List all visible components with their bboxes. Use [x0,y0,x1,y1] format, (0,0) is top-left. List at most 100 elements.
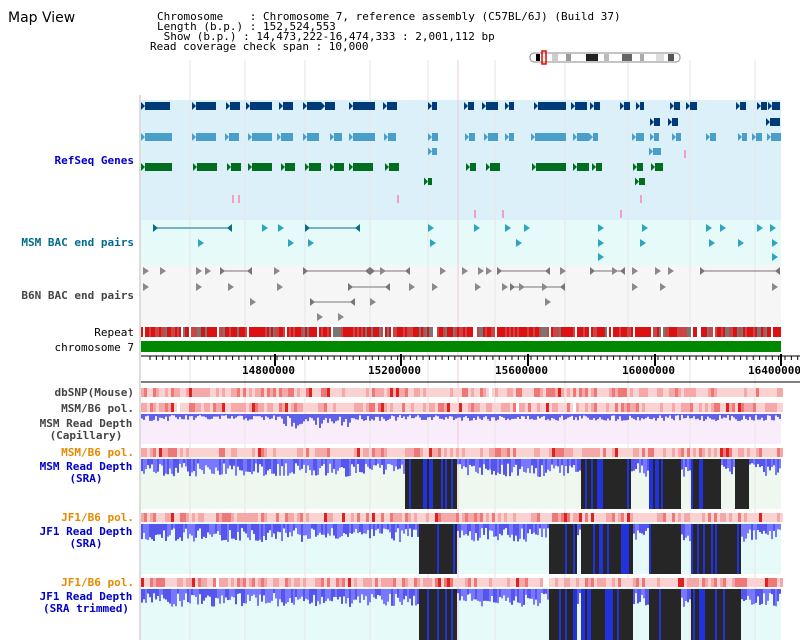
track-label-refseq[interactable]: RefSeq Genes [54,154,134,167]
refseq-gene-row1-arrow [482,102,486,110]
b6n-bac-end [432,283,438,291]
refseq-gene-row5 [252,163,272,171]
b6n-bac-end [560,267,566,275]
refseq-gene-row1 [575,102,587,110]
refseq-gene-row1-arrow [349,102,353,110]
refseq-gene-row1-arrow [246,102,250,110]
msm-bac-end [598,239,604,247]
b6n-bac-end [519,283,525,291]
refseq-gene-row1 [230,102,240,110]
refseq-gene-row1-arrow [736,102,740,110]
refseq-gene-row5-arrow [532,163,536,171]
refseq-gene-row5 [389,163,399,171]
msm-bac-end [770,224,776,232]
refseq-gene-row3-arrow [531,133,535,141]
track-label-jf1-b6-pol-a[interactable]: JF1/B6 pol. [61,511,134,524]
refseq-gene-row1-arrow [670,102,674,110]
b6n-bac-end [632,267,638,275]
ideogram-current-position [541,50,547,65]
track-label-jf1-b6-pol-b[interactable]: JF1/B6 pol. [61,576,134,589]
refseq-gene-row1-arrow [571,102,575,110]
b6n-bac-end [545,298,551,306]
refseq-gene-row1-arrow [383,102,387,110]
refseq-gene-row3 [353,133,375,141]
refseq-small-feature [620,210,622,218]
b6n-bac-end [660,283,666,291]
axis-tick-label: 14800000 [242,364,295,377]
b6n-bac-end [502,283,508,291]
refseq-gene-row5 [577,163,589,171]
msm-bac-end [642,224,648,232]
track-label-msm-b6-pol-b[interactable]: MSM/B6 pol. [61,446,134,459]
refseq-gene-row6-arrow [424,177,428,186]
msm-bac-pair-end [305,224,310,232]
refseq-gene-row3 [654,133,659,141]
b6n-bac-end [160,267,166,275]
refseq-gene-row1 [740,102,746,110]
b6n-bac-end [475,283,481,291]
refseq-gene-row3-arrow [573,133,577,141]
track-label-chromosome[interactable]: chromosome 7 [54,341,134,354]
jf1-sra-line2: (SRA) [69,537,103,550]
refseq-gene-row1-arrow [636,102,640,110]
refseq-gene-row3-arrow [330,133,334,141]
b6n-bac-pair-end [510,283,515,291]
chromosome-info: Chromosome : Chromosome 7, reference ass… [157,10,621,23]
msm-bac-end [262,224,268,232]
b6n-bac-end [250,298,256,306]
track-label-dbsnp[interactable]: dbSNP(Mouse) [54,386,134,399]
b6n-bac-pair-end [370,267,375,275]
track-label-msm-depth-sra[interactable]: MSM Read Depth (SRA) [34,461,138,485]
refseq-gene-row5-arrow [227,163,231,171]
msm-sra-line1: MSM Read Depth [39,460,133,473]
refseq-gene-row1-arrow [303,102,307,110]
refseq-gene-row1 [353,102,375,110]
track-label-msm-b6-pol-a[interactable]: MSM/B6 pol. [61,402,134,415]
track-label-jf1-depth-sra[interactable]: JF1 Read Depth (SRA) [34,526,138,550]
refseq-gene-row3-arrow [248,133,252,141]
msm-sra-depth-bars [141,459,781,509]
refseq-gene-row5 [334,163,344,171]
b6n-bac-end [772,283,778,291]
refseq-gene-row1-arrow [757,102,761,110]
b6n-bac-pair-end [303,267,308,275]
b6n-bac-pair-end [405,267,410,275]
track-label-b6n-bac[interactable]: B6N BAC end pairs [21,289,134,302]
refseq-gene-row3 [196,133,216,141]
b6n-bac-end [380,267,386,275]
refseq-gene-row3 [577,133,589,141]
b6n-bac-end [143,267,149,275]
refseq-gene-row5-arrow [141,163,145,171]
b6n-bac-pair-end [497,267,502,275]
refseq-gene-row3 [771,133,781,141]
coverage-span-info: Read coverage check span : 10,000 [150,40,369,53]
track-label-jf1-depth-sra-trimmed[interactable]: JF1 Read Depth (SRA trimmed) [34,591,138,615]
refseq-gene-row3-arrow [752,133,756,141]
refseq-gene-row3-arrow [632,133,636,141]
b6n-bac-end [668,267,674,275]
msm-bac-end [430,239,436,247]
refseq-small-feature [238,195,240,203]
track-label-msm-bac[interactable]: MSM BAC end pairs [21,236,134,249]
axis-tick-label: 16400000 [748,364,800,377]
msm-bac-end [474,224,480,232]
msm-bac-end [598,224,604,232]
refseq-gene-row1 [538,102,566,110]
track-label-repeat[interactable]: Repeat [94,326,134,339]
b6n-bac-end [196,283,202,291]
refseq-gene-row1-arrow [226,102,230,110]
msm-bac-end [640,239,646,247]
refseq-gene-row4-arrow [428,147,432,156]
b6n-bac-pair-end [620,267,625,275]
track-label-msm-depth-capillary[interactable]: MSM Read Depth (Capillary) [34,418,138,442]
refseq-gene-row1-arrow [620,102,624,110]
refseq-gene-row5-arrow [193,163,197,171]
refseq-gene-row3 [509,133,514,141]
repeat-track [141,327,781,337]
msm-capillary-line2: (Capillary) [49,429,123,442]
refseq-gene-row5-arrow [305,163,309,171]
b6n-bac-pair-end [365,267,370,275]
b6n-bac-end [370,298,376,306]
b6n-bac-end [478,267,484,275]
